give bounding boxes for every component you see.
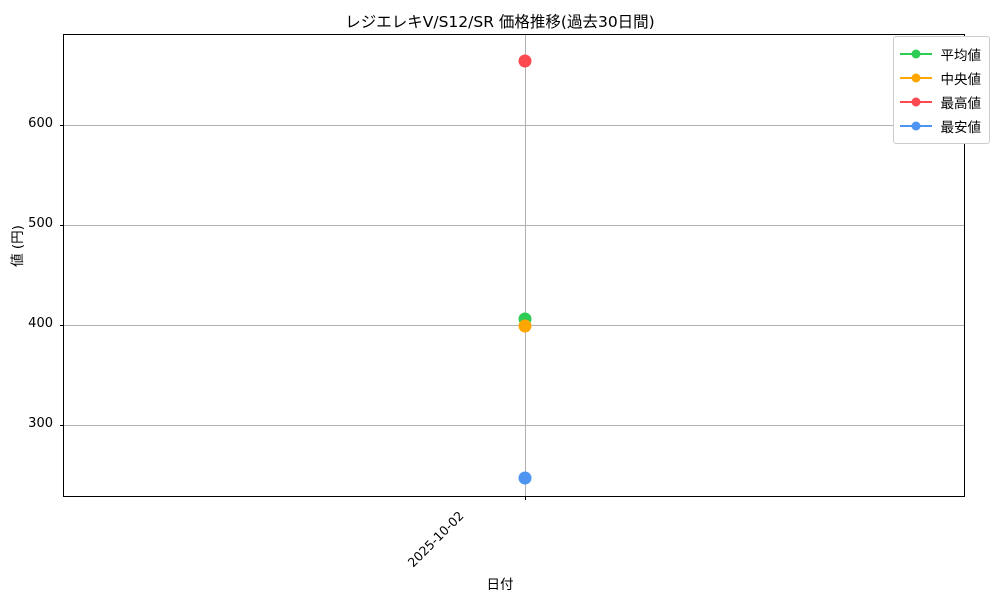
data-point-highest [518, 54, 532, 68]
y-axis-label: 値 (円) [10, 225, 26, 267]
xtick-label-2025-10-02: 2025-10-02 [404, 508, 467, 570]
legend-marker-lowest-icon [899, 119, 932, 133]
legend-item-average[interactable]: 平均値 [899, 42, 982, 66]
xtick-mark-2025-10-02 [525, 496, 527, 500]
ytick-label-300: 300 [28, 416, 53, 431]
x-axis-label: 日付 [486, 577, 514, 593]
legend-label-highest: 最高値 [940, 96, 982, 112]
ytick-label-600: 600 [28, 116, 53, 131]
gridline-300 [64, 425, 964, 426]
ytick-mark-600 [60, 125, 64, 127]
plot-area [60, 34, 965, 500]
legend-label-average: 平均値 [940, 48, 982, 64]
chart-title: レジエレキV/S12/SR 価格推移(過去30日間) [345, 13, 655, 31]
data-point-median [518, 319, 532, 333]
legend-marker-median-icon [899, 71, 932, 85]
legend-label-lowest: 最安値 [940, 120, 982, 136]
legend-marker-average-icon [899, 47, 932, 61]
ytick-label-500: 500 [28, 216, 53, 231]
legend-marker-highest-icon [899, 95, 932, 109]
chart-legend: 平均値 中央値 最高値 最安値 [892, 36, 990, 144]
ytick-label-400: 400 [28, 316, 53, 331]
gridline-x-2025-10-02 [525, 35, 526, 496]
gridline-500 [64, 225, 964, 226]
gridline-600 [64, 125, 964, 126]
legend-item-lowest[interactable]: 最安値 [899, 114, 982, 138]
legend-item-highest[interactable]: 最高値 [899, 90, 982, 114]
ytick-mark-400 [60, 325, 64, 327]
gridline-400 [64, 325, 964, 326]
ytick-mark-300 [60, 425, 64, 427]
legend-item-median[interactable]: 中央値 [899, 66, 982, 90]
legend-label-median: 中央値 [940, 72, 982, 88]
data-point-lowest [518, 471, 532, 485]
ytick-mark-500 [60, 225, 64, 227]
